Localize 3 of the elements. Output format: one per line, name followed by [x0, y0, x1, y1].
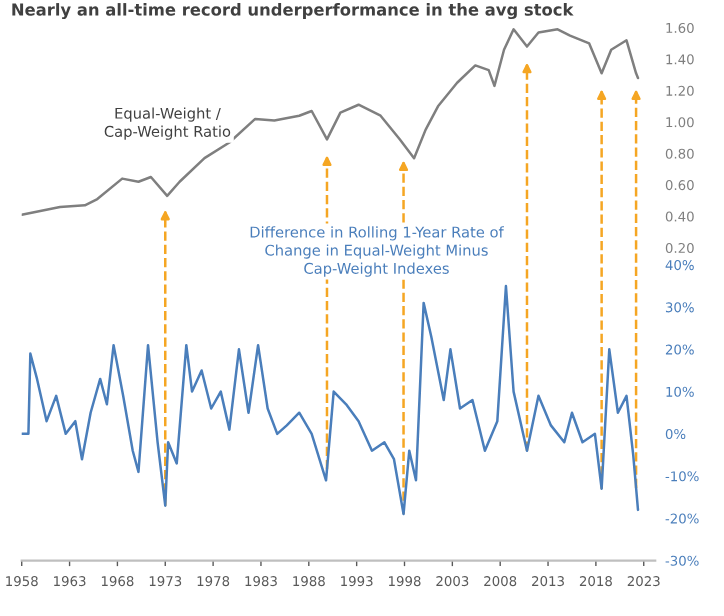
- line-series: [21, 284, 640, 516]
- chart-title: Nearly an all-time record underperformance in the avg stock: [12, 3, 574, 20]
- line-series: [21, 28, 640, 217]
